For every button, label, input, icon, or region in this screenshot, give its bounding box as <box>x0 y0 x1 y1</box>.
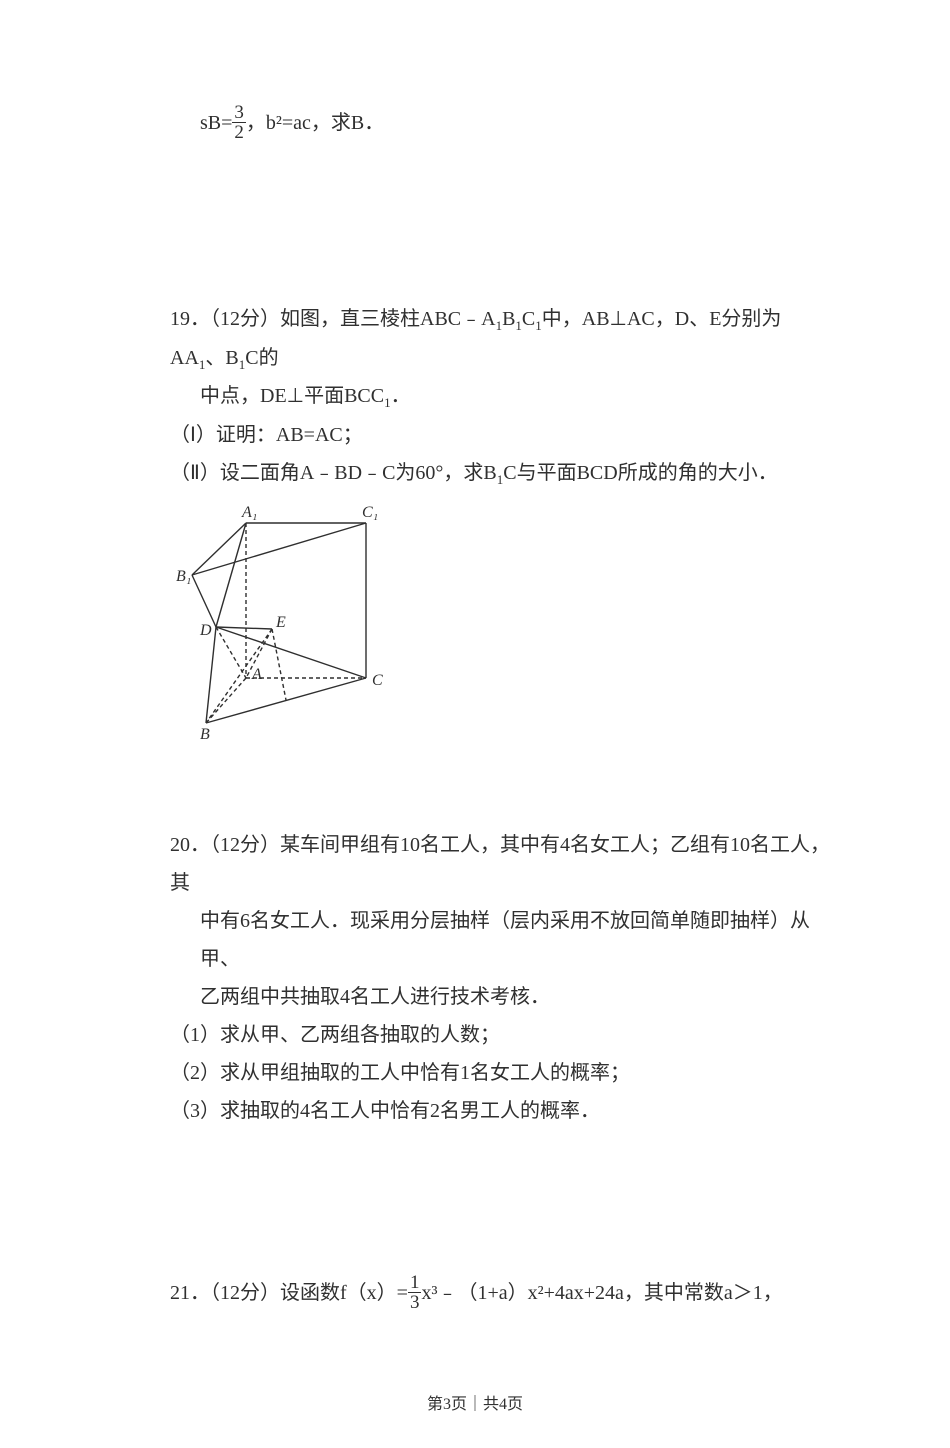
q19-part2-b: C与平面BCD所成的角的大小． <box>503 462 777 484</box>
q19-line1-e: 、B <box>205 347 238 369</box>
label-B1: B₁ <box>176 568 191 585</box>
label-B: B <box>200 726 210 743</box>
q20-line1: 20．（12分）某车间甲组有10名工人，其中有4名女工人；乙组有10名工人，其 <box>170 826 830 902</box>
label-C1: C₁ <box>362 504 378 521</box>
q18-fraction: 32 <box>232 103 246 142</box>
q20-line3: 乙两组中共抽取4名工人进行技术考核． <box>170 978 830 1016</box>
q18-suffix: ，b²=ac，求B． <box>246 112 384 134</box>
label-E: E <box>275 614 286 631</box>
q19-line1-b: B <box>502 308 515 330</box>
q19-part2: （Ⅱ）设二面角A﹣BD﹣C为60°，求B1C与平面BCD所成的角的大小． <box>170 454 830 493</box>
q19-line1-a: 19．（12分）如图，直三棱柱ABC﹣A <box>170 308 496 330</box>
q20-line2: 中有6名女工人．现采用分层抽样（层内采用不放回简单随即抽样）从甲、 <box>170 902 830 978</box>
question-20: 20．（12分）某车间甲组有10名工人，其中有4名女工人；乙组有10名工人，其 … <box>170 826 830 1130</box>
q21-b: x³﹣（1+a）x²+4ax+24a，其中常数a＞1， <box>421 1282 782 1304</box>
q19-line2: 中点，DE⊥平面BCC1． <box>170 377 830 416</box>
q19-line1-c: C <box>522 308 535 330</box>
q19-line1-f: C的 <box>245 347 278 369</box>
q19-line2-a: 中点，DE⊥平面BCC <box>200 385 384 407</box>
q19-part1: （Ⅰ）证明：AB=AC； <box>170 416 830 454</box>
label-A: A <box>251 666 262 683</box>
label-D: D <box>199 622 212 639</box>
page-footer: 第3页｜共4页 <box>0 1390 950 1420</box>
q19-figure: A₁ C₁ B₁ D E A C B <box>176 503 830 756</box>
q19-line2-b: ． <box>391 385 411 407</box>
q20-p1: （1）求从甲、乙两组各抽取的人数； <box>170 1016 830 1054</box>
label-A1: A₁ <box>241 504 257 521</box>
q21-fraction: 13 <box>408 1273 422 1312</box>
q19-line1: 19．（12分）如图，直三棱柱ABC﹣A1B1C1中，AB⊥AC，D、E分别为A… <box>170 300 830 377</box>
prism-diagram: A₁ C₁ B₁ D E A C B <box>176 503 396 743</box>
q18-continuation: sB=32，b²=ac，求B． <box>170 104 830 144</box>
q19-part2-a: （Ⅱ）设二面角A﹣BD﹣C为60°，求B <box>170 462 497 484</box>
question-21: 21．（12分）设函数f（x）=13x³﹣（1+a）x²+4ax+24a，其中常… <box>170 1274 830 1314</box>
q20-p2: （2）求从甲组抽取的工人中恰有1名女工人的概率； <box>170 1054 830 1092</box>
q21-a: 21．（12分）设函数f（x）= <box>170 1282 408 1304</box>
q20-p3: （3）求抽取的4名工人中恰有2名男工人的概率． <box>170 1092 830 1130</box>
label-C: C <box>372 672 383 689</box>
q18-prefix: sB= <box>200 112 232 134</box>
question-19: 19．（12分）如图，直三棱柱ABC﹣A1B1C1中，AB⊥AC，D、E分别为A… <box>170 300 830 756</box>
exam-page: sB=32，b²=ac，求B． 19．（12分）如图，直三棱柱ABC﹣A1B1C… <box>0 104 950 1448</box>
